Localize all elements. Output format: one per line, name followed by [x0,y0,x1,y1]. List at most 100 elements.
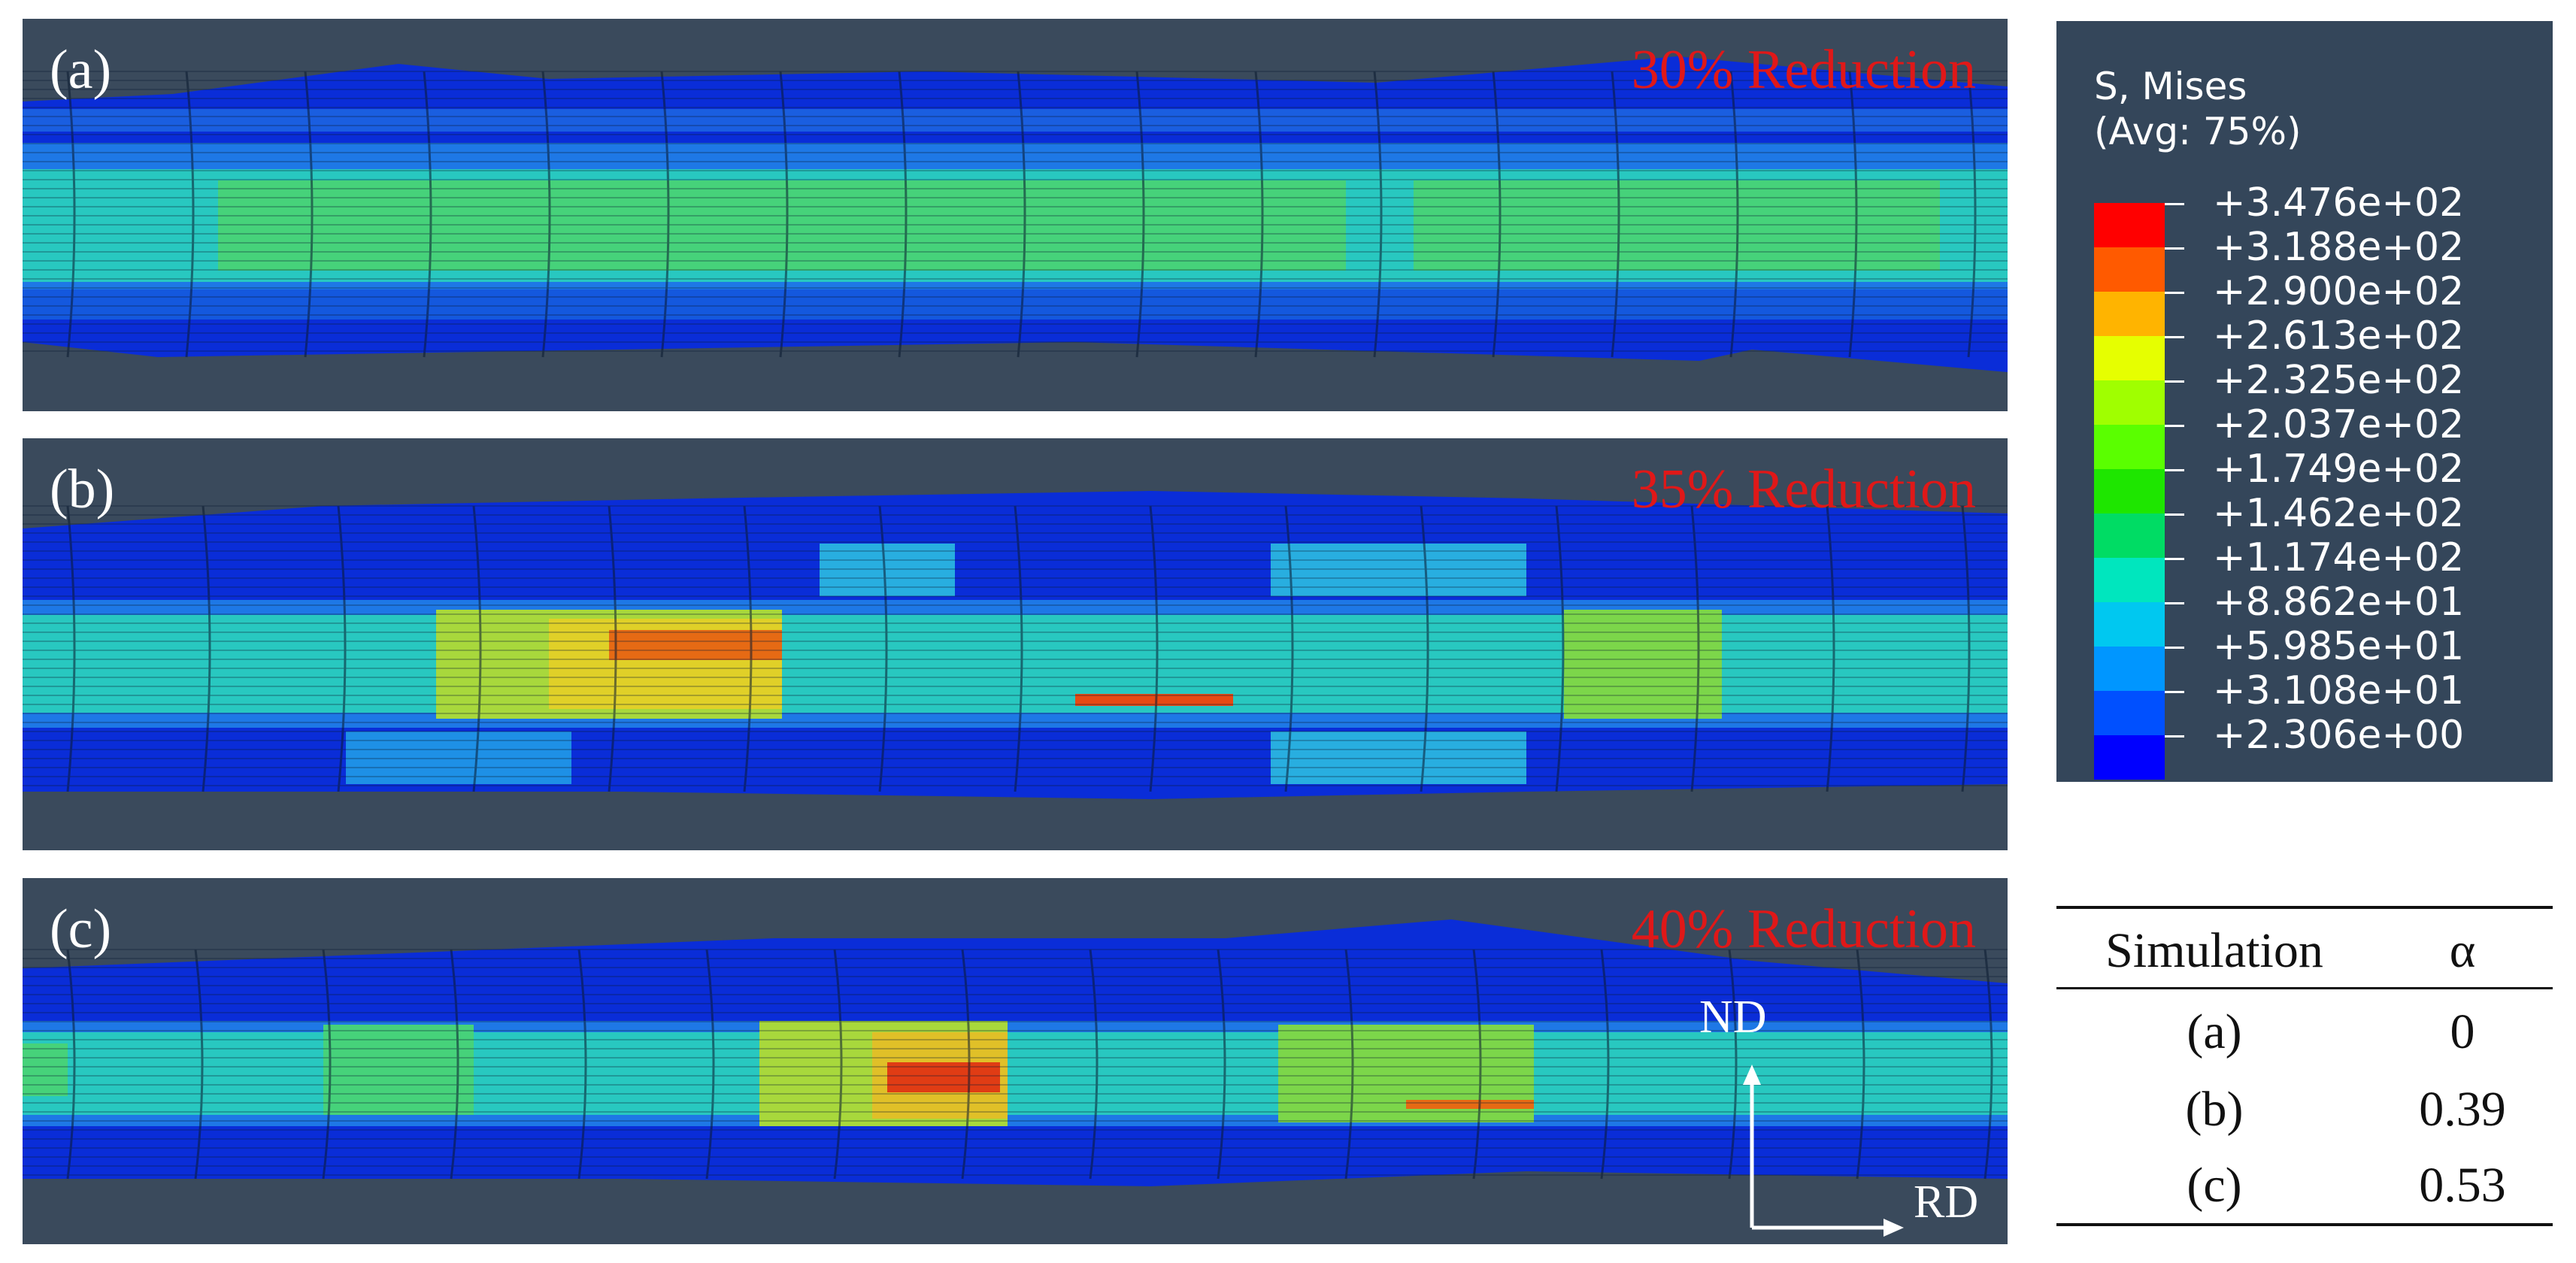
legend-swatch [2094,469,2165,513]
mesh-element-edge [1555,505,1565,792]
legend-value: +3.108e+01 [2213,668,2465,713]
alpha-table: Simulation α (a) 0 (b) 0.39 (c) 0.53 [2056,906,2553,1229]
table-row-sim: (b) [2185,1082,2244,1137]
mesh-element-edge [779,71,789,358]
contour-panel-a: (a) 30% Reduction [23,19,2008,411]
mesh-element-edge [1856,949,1865,1180]
legend-tick [2165,247,2184,250]
table-row-alpha: 0.53 [2419,1158,2506,1213]
legend-tick [2165,513,2184,516]
table-row-sim: (c) [2187,1158,2242,1213]
mesh-element-edge [1984,949,1993,1180]
mesh-element-edge [660,71,670,358]
legend-swatch [2094,558,2165,602]
legend-value: +1.174e+02 [2213,535,2465,580]
legend-swatch [2094,691,2165,735]
table-header-simulation: Simulation [2105,923,2323,978]
mesh-element-edge [608,505,617,792]
legend-swatch [2094,203,2165,247]
reduction-title: 40% Reduction [1631,898,1976,960]
mesh-element-edge [1254,71,1264,358]
mesh-element-edge [66,505,76,792]
mises-stress-legend: S, Mises (Avg: 75%) +3.476e+02 +3.188e+02… [2056,21,2553,782]
mesh-element-edge [1961,505,1971,792]
panel-label: (a) [50,39,112,101]
legend-swatch [2094,292,2165,336]
mesh-element-edge [194,949,204,1180]
mesh-element-edge [185,71,195,358]
mesh-element-edge [1967,71,1977,358]
mesh-element-edge [1344,949,1354,1180]
mesh-element-edge [304,71,314,358]
nd-arrow-head [1743,1065,1761,1085]
table-bottom-rule [2056,1223,2553,1226]
legend-tick [2165,647,2184,649]
mesh-element-edge [322,949,332,1180]
legend-swatch [2094,247,2165,292]
mesh-element-edge [423,71,432,358]
panel-label: (b) [50,459,115,520]
legend-tick [2165,691,2184,693]
mesh-element-edge [1600,949,1610,1180]
rd-axis-label: RD [1914,1177,1979,1228]
contour-panel-b: (b) 35% Reduction [23,438,2008,850]
mesh-element-edge [833,949,843,1180]
mesh-element-edge [1284,505,1294,792]
legend-swatch [2094,425,2165,469]
legend-value: +2.325e+02 [2213,358,2465,403]
rd-arrow-head [1884,1219,1904,1237]
mesh-element-edge [1135,71,1145,358]
contour-panel-c: (c) 40% Reduction ND RD [23,878,2008,1244]
table-header-alpha: α [2449,923,2476,978]
mesh-element-edge [1848,71,1858,358]
mesh-element-edge [202,505,211,792]
table-row-alpha: 0.39 [2419,1082,2506,1137]
reduction-title: 30% Reduction [1631,39,1976,101]
legend-swatch [2094,336,2165,380]
mesh-element-edge [1826,505,1835,792]
mesh-element-edge [1089,949,1099,1180]
mesh-element-edge [1728,949,1738,1180]
legend-swatch [2094,513,2165,558]
mesh-element-edge [472,505,482,792]
mesh-element-edge [1690,505,1700,792]
legend-tick [2165,336,2184,338]
legend-tick [2165,380,2184,383]
nd-axis-label: ND [1699,992,1767,1043]
stress-contour-a [23,56,2008,372]
mesh-element-edge [337,505,347,792]
legend-tick [2165,469,2184,471]
legend-tick [2165,292,2184,294]
legend-value: +1.462e+02 [2213,491,2465,536]
legend-subtitle: (Avg: 75%) [2094,110,2302,153]
legend-value: +2.613e+02 [2213,313,2465,359]
reduction-title: 35% Reduction [1631,459,1976,520]
mesh-element-edge [541,71,551,358]
legend-value: +2.306e+00 [2213,713,2465,758]
mesh-element-edge [898,71,908,358]
legend-swatch [2094,647,2165,691]
legend-value: +2.900e+02 [2213,269,2465,314]
legend-value: +2.037e+02 [2213,402,2465,447]
legend-swatch [2094,735,2165,780]
mesh-element-edge [1373,71,1383,358]
legend-swatch [2094,380,2165,425]
mesh-element-edge [1217,949,1226,1180]
legend-value: +3.476e+02 [2213,180,2465,226]
mesh-element-edge [1729,71,1739,358]
mesh-element-edge [961,949,971,1180]
legend-tick [2165,602,2184,604]
table-top-rule [2056,906,2553,909]
table-row-sim: (a) [2187,1004,2242,1059]
legend-tick [2165,558,2184,560]
mesh-element-edge [450,949,459,1180]
legend-swatch [2094,602,2165,647]
mesh-element-edge [743,505,753,792]
stress-contour-b [23,491,2008,799]
mesh-element-edge [1014,505,1023,792]
mesh-element-edge [1017,71,1026,358]
table-header-rule [2056,987,2553,989]
nd-rd-axes [1743,1065,1904,1237]
mesh-element-edge [1420,505,1429,792]
mesh-element-edge [1611,71,1620,358]
